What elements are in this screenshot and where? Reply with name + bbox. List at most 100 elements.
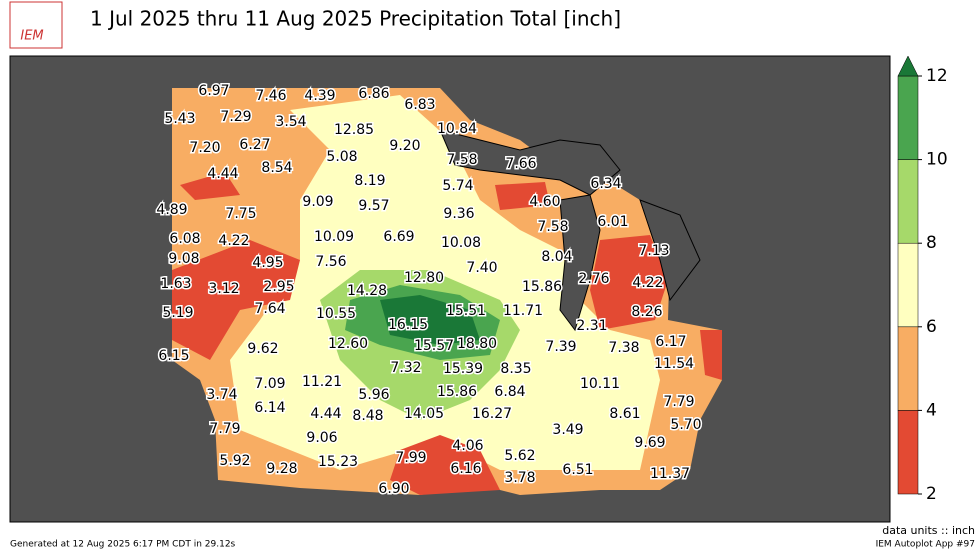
logo-text: IEM bbox=[20, 29, 43, 44]
station-value: 12.85 bbox=[334, 122, 374, 138]
station-value: 12.60 bbox=[328, 336, 368, 352]
station-value: 18.80 bbox=[457, 336, 497, 352]
station-value: 5.92 bbox=[219, 453, 250, 469]
station-value: 6.14 bbox=[254, 400, 285, 416]
station-value: 4.06 bbox=[452, 438, 483, 454]
station-value: 14.28 bbox=[347, 283, 387, 299]
station-value: 11.71 bbox=[503, 303, 543, 319]
station-value: 7.20 bbox=[189, 140, 220, 156]
station-value: 6.15 bbox=[158, 348, 189, 364]
app-note: IEM Autoplot App #97 bbox=[876, 540, 975, 550]
colorbar-bin bbox=[897, 326, 919, 411]
station-value: 9.09 bbox=[302, 194, 333, 210]
colorbar-bin bbox=[897, 242, 919, 328]
station-value: 11.37 bbox=[650, 466, 690, 482]
station-value: 7.38 bbox=[608, 340, 639, 356]
station-value: 4.44 bbox=[310, 406, 341, 422]
station-value: 7.66 bbox=[505, 156, 536, 172]
station-value: 4.22 bbox=[632, 275, 663, 291]
station-value: 5.74 bbox=[442, 178, 473, 194]
station-value: 6.83 bbox=[404, 97, 435, 113]
colorbar-tick-label: 2 bbox=[926, 484, 937, 504]
station-value: 6.84 bbox=[494, 384, 525, 400]
station-value: 3.54 bbox=[275, 114, 306, 130]
colorbar-tick-label: 4 bbox=[926, 400, 937, 420]
station-value: 6.08 bbox=[169, 231, 200, 247]
units-label: data units :: inch bbox=[882, 524, 975, 537]
station-value: 5.62 bbox=[504, 448, 535, 464]
station-value: 7.40 bbox=[466, 260, 497, 276]
station-value: 6.27 bbox=[239, 137, 270, 153]
colorbar-bin bbox=[897, 410, 919, 495]
station-value: 16.15 bbox=[388, 317, 428, 333]
colorbar-tick-label: 10 bbox=[926, 150, 948, 170]
station-value: 14.05 bbox=[404, 406, 444, 422]
station-value: 9.57 bbox=[358, 198, 389, 214]
station-value: 4.44 bbox=[207, 166, 238, 182]
station-value: 9.69 bbox=[634, 435, 665, 451]
station-value: 11.21 bbox=[302, 374, 342, 390]
station-value: 10.55 bbox=[316, 306, 356, 322]
station-value: 9.06 bbox=[306, 430, 337, 446]
station-value: 15.57 bbox=[414, 338, 454, 354]
logo-box bbox=[9, 1, 63, 49]
station-value: 8.61 bbox=[609, 406, 640, 422]
station-value: 5.19 bbox=[162, 305, 193, 321]
station-value: 7.29 bbox=[220, 109, 251, 125]
station-value: 3.74 bbox=[206, 387, 237, 403]
station-value: 7.58 bbox=[446, 152, 477, 168]
station-value: 10.09 bbox=[314, 229, 354, 245]
colorbar-extend bbox=[897, 55, 919, 77]
station-value: 5.43 bbox=[164, 111, 195, 127]
station-value: 15.86 bbox=[522, 279, 562, 295]
station-value: 3.12 bbox=[208, 281, 239, 297]
colorbar-tick-label: 12 bbox=[926, 66, 948, 86]
station-value: 6.90 bbox=[378, 481, 409, 497]
station-value: 10.11 bbox=[580, 376, 620, 392]
lake-superior bbox=[439, 129, 621, 196]
map-title: 1 Jul 2025 thru 11 Aug 2025 Precipitatio… bbox=[90, 7, 621, 31]
station-value: 6.69 bbox=[383, 229, 414, 245]
colorbar-tick-label: 8 bbox=[926, 233, 937, 253]
station-value: 4.95 bbox=[252, 255, 283, 271]
station-value: 9.20 bbox=[389, 138, 420, 154]
station-value: 16.27 bbox=[472, 406, 512, 422]
station-value: 5.96 bbox=[358, 387, 389, 403]
station-value: 10.84 bbox=[437, 121, 477, 137]
station-value: 3.78 bbox=[504, 470, 535, 486]
station-value: 11.54 bbox=[654, 356, 694, 372]
station-value: 6.86 bbox=[358, 86, 389, 102]
lake-huron bbox=[639, 199, 701, 302]
station-value: 4.60 bbox=[529, 194, 560, 210]
station-value: 10.08 bbox=[441, 235, 481, 251]
colorbar-bin bbox=[897, 159, 919, 244]
station-value: 4.22 bbox=[218, 233, 249, 249]
station-value: 7.58 bbox=[537, 219, 568, 235]
station-value: 7.46 bbox=[255, 88, 286, 104]
station-value: 8.54 bbox=[261, 160, 292, 176]
colorbar-tick-label: 6 bbox=[926, 317, 937, 337]
station-value: 7.79 bbox=[663, 394, 694, 410]
station-value: 9.62 bbox=[247, 341, 278, 357]
station-value: 8.48 bbox=[352, 408, 383, 424]
station-value: 15.39 bbox=[443, 361, 483, 377]
station-value: 2.31 bbox=[576, 318, 607, 334]
station-value: 7.75 bbox=[225, 206, 256, 222]
station-value: 8.04 bbox=[541, 249, 572, 265]
station-labels: 6.97 7.46 4.39 6.86 6.83 5.43 7.29 3.54 12.85 10.… bbox=[155, 82, 703, 499]
station-value: 6.97 bbox=[198, 83, 229, 99]
colorbar-bin bbox=[897, 75, 919, 160]
station-value: 15.51 bbox=[446, 303, 486, 319]
station-value: 7.09 bbox=[254, 376, 285, 392]
station-value: 7.99 bbox=[395, 450, 426, 466]
station-value: 5.70 bbox=[670, 417, 701, 433]
station-value: 8.26 bbox=[631, 304, 662, 320]
station-value: 6.01 bbox=[597, 214, 628, 230]
station-value: 9.28 bbox=[266, 461, 297, 477]
station-value: 4.89 bbox=[156, 202, 187, 218]
station-value: 7.79 bbox=[209, 421, 240, 437]
station-value: 9.36 bbox=[443, 206, 474, 222]
station-value: 7.13 bbox=[638, 243, 669, 259]
station-value: 3.49 bbox=[552, 422, 583, 438]
